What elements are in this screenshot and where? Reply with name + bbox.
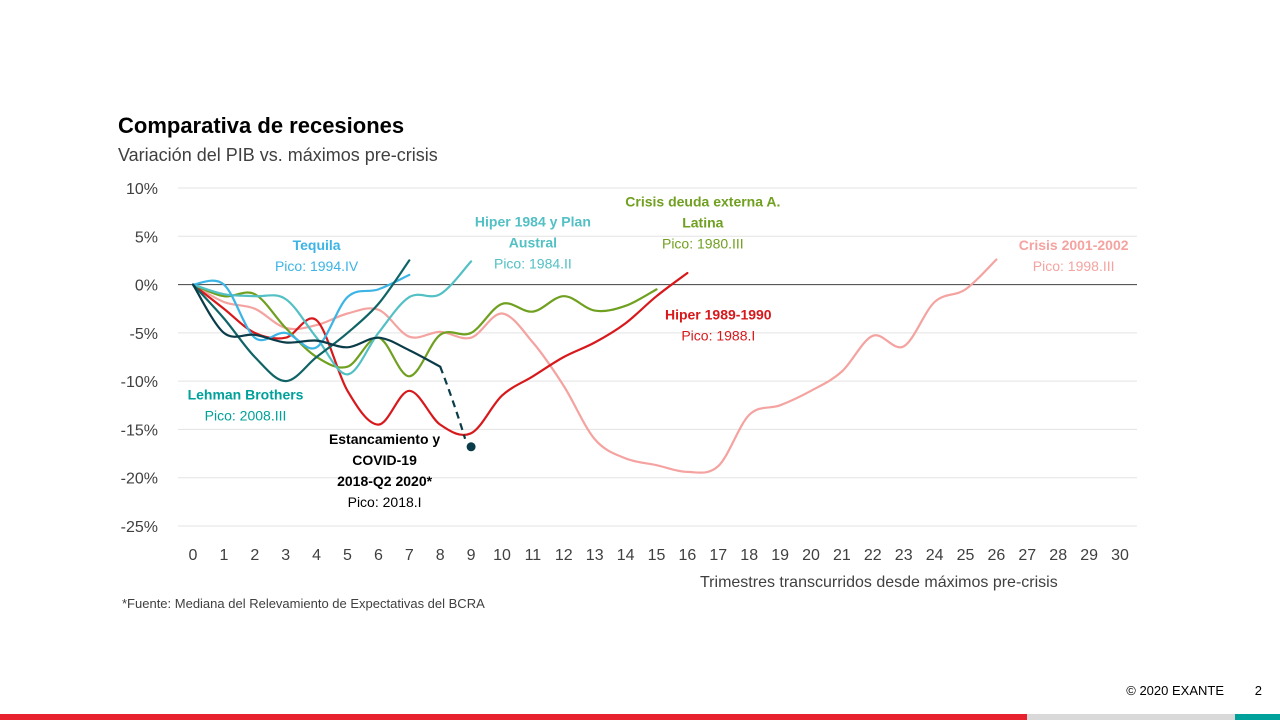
annotation-tequila: Pico: 1994.IV: [275, 258, 359, 274]
annotation-hiper84: Pico: 1984.II: [494, 256, 572, 272]
annotation-hiper89: Hiper 1989-1990: [665, 306, 772, 322]
series-line-2: [191, 283, 658, 378]
x-tick-label: 30: [1111, 547, 1129, 564]
annotation-hiper84: Hiper 1984 y Plan: [475, 214, 591, 230]
x-tick-label: 23: [895, 547, 913, 564]
series-line-1: [191, 271, 689, 437]
annotation-hiper89: Pico: 1988.I: [681, 327, 755, 343]
x-tick-label: 11: [525, 547, 542, 564]
x-tick-label: 29: [1080, 547, 1098, 564]
x-tick-label: 2: [250, 547, 259, 564]
x-tick-label: 15: [648, 547, 666, 564]
annotation-lehman: Lehman Brothers: [188, 386, 304, 402]
annotation-covid: COVID-19: [352, 452, 417, 468]
source-footnote: *Fuente: Mediana del Relevamiento de Exp…: [122, 596, 485, 611]
annotation-hiper84: Austral: [509, 235, 557, 251]
x-tick-label: 13: [586, 547, 604, 564]
x-tick-label: 0: [189, 547, 198, 564]
footer-bar-grey: [1027, 714, 1235, 720]
x-tick-label: 16: [679, 547, 697, 564]
copyright-text: © 2020 EXANTE: [1126, 683, 1224, 698]
annotation-covid: Pico: 2018.I: [348, 494, 422, 510]
y-tick-label: -15%: [121, 422, 158, 439]
series-line-5: [191, 259, 411, 383]
x-tick-label: 9: [467, 547, 476, 564]
x-tick-label: 6: [374, 547, 383, 564]
series-projection-6: [439, 366, 467, 440]
x-tick-label: 28: [1049, 547, 1067, 564]
annotation-deuda: Crisis deuda externa A.: [625, 193, 780, 209]
annotation-crisis01: Pico: 1998.III: [1033, 258, 1115, 274]
annotation-lehman: Pico: 2008.III: [205, 407, 287, 423]
x-tick-label: 4: [312, 547, 321, 564]
x-tick-label: 12: [555, 547, 573, 564]
x-tick-label: 22: [864, 547, 882, 564]
y-tick-label: -5%: [130, 326, 158, 343]
annotation-covid: Estancamiento y: [329, 431, 440, 447]
x-tick-label: 20: [802, 547, 820, 564]
y-tick-label: 5%: [135, 229, 158, 246]
y-tick-label: 0%: [135, 278, 158, 295]
annotation-deuda: Latina: [682, 214, 723, 230]
x-tick-label: 1: [219, 547, 228, 564]
footer-bar-teal: [1235, 714, 1280, 720]
x-tick-label: 8: [436, 547, 445, 564]
annotation-tequila: Tequila: [293, 237, 341, 253]
y-tick-label: -10%: [121, 374, 158, 391]
x-tick-label: 25: [957, 547, 975, 564]
page-number: 2: [1254, 683, 1262, 698]
x-tick-label: 19: [771, 547, 789, 564]
annotation-covid: 2018-Q2 2020*: [337, 473, 433, 489]
x-tick-label: 17: [709, 547, 727, 564]
x-tick-label: 3: [281, 547, 290, 564]
x-tick-label: 14: [617, 547, 635, 564]
series-line-6: [191, 283, 442, 368]
y-tick-label: -20%: [121, 471, 158, 488]
annotation-deuda: Pico: 1980.III: [662, 235, 744, 251]
annotation-crisis01: Crisis 2001-2002: [1019, 237, 1129, 253]
y-tick-label: 10%: [126, 181, 158, 198]
x-tick-label: 21: [833, 547, 851, 564]
chart-title: Comparativa de recesiones: [118, 113, 405, 138]
footer-bar-red: [0, 714, 1027, 720]
x-tick-label: 5: [343, 547, 352, 564]
y-tick-label: -25%: [121, 519, 158, 536]
x-tick-label: 24: [926, 547, 944, 564]
x-tick-label: 27: [1018, 547, 1036, 564]
projection-end-point: [466, 442, 476, 452]
chart-subtitle: Variación del PIB vs. máximos pre-crisis: [118, 145, 438, 165]
series-line-3: [191, 260, 473, 376]
series-line-0: [191, 258, 998, 474]
x-axis-label: Trimestres transcurridos desde máximos p…: [700, 574, 1058, 591]
x-tick-label: 18: [740, 547, 758, 564]
x-tick-label: 26: [988, 547, 1006, 564]
x-tick-label: 10: [493, 547, 511, 564]
x-tick-label: 7: [405, 547, 414, 564]
